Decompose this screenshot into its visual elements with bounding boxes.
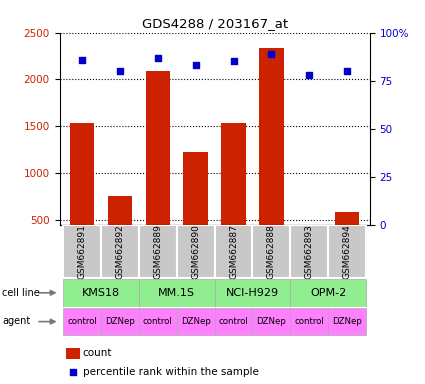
Bar xyxy=(221,122,246,267)
Bar xyxy=(139,225,177,278)
Bar xyxy=(177,225,215,278)
Bar xyxy=(252,308,290,336)
Bar xyxy=(290,279,366,306)
Text: GSM662890: GSM662890 xyxy=(191,224,200,279)
Text: GSM662892: GSM662892 xyxy=(116,224,125,279)
Title: GDS4288 / 203167_at: GDS4288 / 203167_at xyxy=(142,17,288,30)
Bar xyxy=(63,225,101,278)
Point xyxy=(154,55,161,61)
Point xyxy=(69,369,76,375)
Text: OPM-2: OPM-2 xyxy=(310,288,346,298)
Text: GSM662887: GSM662887 xyxy=(229,224,238,279)
Bar xyxy=(63,308,101,336)
Bar xyxy=(66,348,79,359)
Bar xyxy=(335,212,360,267)
Bar xyxy=(70,124,94,267)
Point xyxy=(79,56,85,63)
Text: DZNep: DZNep xyxy=(181,317,211,326)
Text: percentile rank within the sample: percentile rank within the sample xyxy=(83,367,259,377)
Text: control: control xyxy=(143,317,173,326)
Bar xyxy=(328,225,366,278)
Text: control: control xyxy=(295,317,324,326)
Point xyxy=(192,62,199,68)
Text: DZNep: DZNep xyxy=(256,317,286,326)
Text: agent: agent xyxy=(2,316,30,326)
Bar xyxy=(177,308,215,336)
Bar xyxy=(146,71,170,267)
Text: GSM662891: GSM662891 xyxy=(78,224,87,279)
Text: GSM662893: GSM662893 xyxy=(305,224,314,279)
Text: control: control xyxy=(219,317,249,326)
Bar xyxy=(184,152,208,267)
Text: count: count xyxy=(83,348,112,358)
Text: NCI-H929: NCI-H929 xyxy=(226,288,279,298)
Text: GSM662889: GSM662889 xyxy=(153,224,162,279)
Bar xyxy=(259,48,283,267)
Bar xyxy=(252,225,290,278)
Text: GSM662894: GSM662894 xyxy=(343,224,351,279)
Bar xyxy=(101,308,139,336)
Bar xyxy=(101,225,139,278)
Point xyxy=(268,51,275,57)
Text: control: control xyxy=(67,317,97,326)
Text: DZNep: DZNep xyxy=(332,317,362,326)
Point xyxy=(116,68,123,74)
Bar xyxy=(290,225,328,278)
Bar xyxy=(290,308,328,336)
Bar xyxy=(139,279,215,306)
Bar xyxy=(215,308,252,336)
Text: KMS18: KMS18 xyxy=(82,288,120,298)
Bar xyxy=(108,195,132,267)
Text: cell line: cell line xyxy=(2,288,40,298)
Text: MM.1S: MM.1S xyxy=(158,288,196,298)
Bar xyxy=(215,225,252,278)
Bar xyxy=(215,279,290,306)
Bar xyxy=(328,308,366,336)
Bar xyxy=(63,279,139,306)
Text: GSM662888: GSM662888 xyxy=(267,224,276,279)
Point xyxy=(306,72,313,78)
Bar xyxy=(297,255,321,267)
Bar xyxy=(139,308,177,336)
Point xyxy=(230,58,237,65)
Point xyxy=(344,68,351,74)
Text: DZNep: DZNep xyxy=(105,317,135,326)
